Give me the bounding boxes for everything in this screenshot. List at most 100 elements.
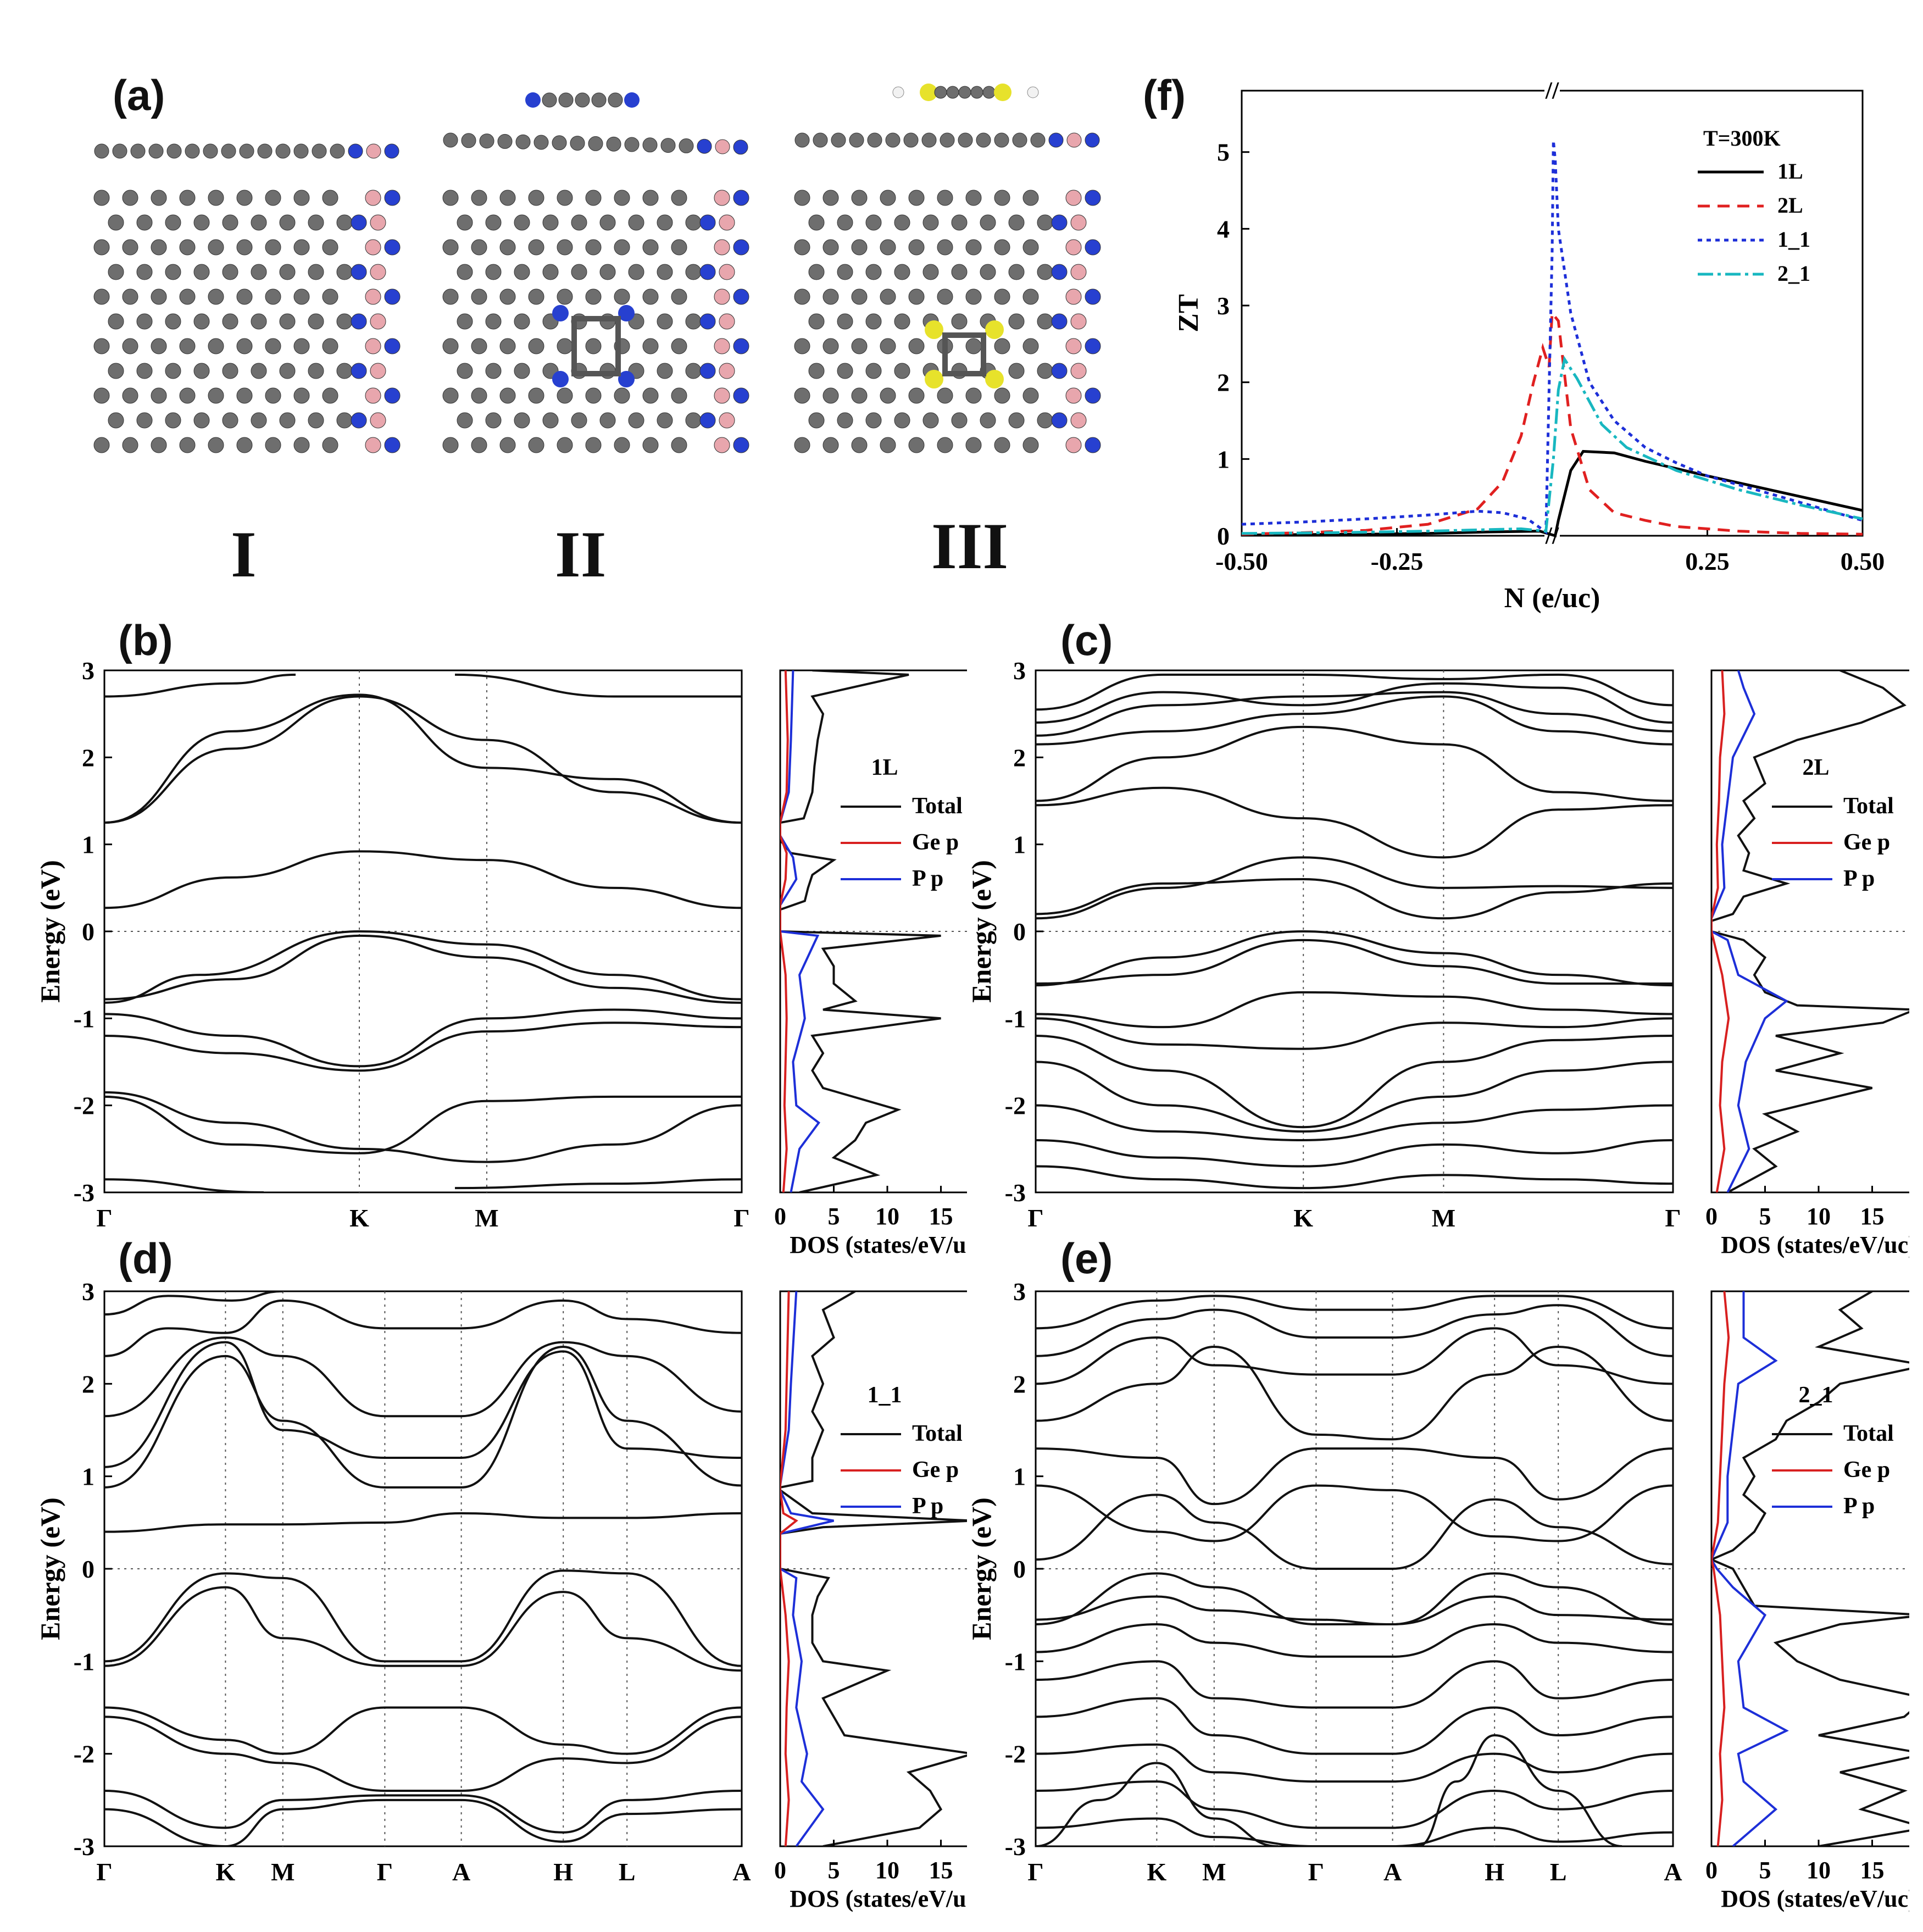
bn-atom [384,239,401,256]
chain-atom [312,143,327,159]
bn-atom [370,264,386,280]
carbon-atom [208,338,224,354]
dos-ge-p-curve [780,1291,798,1846]
carbon-atom [236,437,253,453]
y-tick-label: 1 [82,1463,95,1491]
molecule-atom [982,86,996,99]
dos-x-tick-label: 0 [1705,1203,1718,1230]
chain-atom [624,137,640,152]
carbon-atom [671,288,687,305]
dos-x-tick-label: 15 [929,1857,953,1884]
structure-label-II: II [555,518,607,591]
dos-legend-label: Total [1843,1421,1894,1446]
molecule-atom [591,92,607,108]
x-tick-label: -0.25 [1371,547,1424,575]
carbon-atom [657,214,673,231]
dos-group [780,670,941,1192]
y-tick-label: -1 [1005,1647,1026,1675]
carbon-atom [236,387,253,404]
carbon-atom [442,387,459,404]
dos-legend-title: 2L [1802,755,1829,780]
carbon-atom [951,313,968,330]
chain-atom [533,135,549,150]
chain-atom [552,135,567,151]
bn-atom [1065,338,1082,354]
carbon-atom [908,387,925,404]
chain-atom [366,143,381,159]
carbon-atom [108,412,124,429]
panel-label-c: (c) [1060,616,1113,664]
band-line [104,673,296,698]
dos-ge-p-curve [780,670,789,1192]
molecule-atom [920,84,937,101]
carbon-atom [585,288,602,305]
kpoint-label: A [1383,1858,1402,1886]
band-line [1036,1139,1673,1168]
chain-atom [994,132,1009,148]
bn-atom [384,288,401,305]
carbon-atom [108,363,124,379]
carbon-atom [93,437,110,453]
band-line [1036,1762,1278,1846]
band-line [1036,1017,1673,1050]
band-line [104,693,742,824]
chain-atom [1012,132,1027,148]
carbon-atom [179,338,196,354]
carbon-atom [937,437,953,453]
carbon-atom [894,412,910,429]
bn-atom [714,387,730,404]
carbon-atom [193,264,210,280]
carbon-atom [1037,214,1053,231]
carbon-atom [1037,363,1053,379]
carbon-atom [193,214,210,231]
band-line [104,1586,742,1672]
carbon-atom [251,363,267,379]
carbon-atom [794,437,810,453]
chain-atom [148,143,164,159]
carbon-atom [614,190,630,206]
bn-atom [1085,288,1101,305]
y-tick-label: 2 [82,743,95,771]
y-axis-label: Energy (eV) [35,1497,65,1640]
carbon-atom [794,288,810,305]
carbon-atom [151,338,167,354]
bn-atom [384,437,401,453]
carbon-atom [499,288,516,305]
kpoint-label: K [349,1204,369,1232]
carbon-atom [236,288,253,305]
bn-atom [1085,239,1101,256]
carbon-atom [251,214,267,231]
bn-atom [1070,412,1087,429]
chain-atom [733,140,748,155]
carbon-atom [293,387,310,404]
carbon-atom [822,288,839,305]
carbon-atom [794,387,810,404]
band-line [1036,1304,1673,1357]
band-line [1036,1572,1673,1625]
band-line [1036,1295,1673,1330]
axis-break-gap [1544,85,1560,96]
bn-atom [1085,190,1101,206]
carbon-atom [965,288,982,305]
bn-atom [733,288,749,305]
chain-atom [958,132,973,148]
kpoint-label: M [1202,1858,1226,1886]
axis-break-mark: // [1545,77,1559,104]
bn-atom [1070,363,1087,379]
chain-atom [166,143,182,159]
band-line [1036,1104,1673,1142]
y-tick-label: 0 [1217,522,1230,550]
dos-x-tick-label: 0 [774,1203,786,1230]
carbon-atom [208,437,224,453]
molecule-atom [970,86,983,99]
carbon-atom [908,437,925,453]
y-tick-label: 4 [1217,215,1230,243]
carbon-atom [322,190,338,206]
carbon-atom [937,288,953,305]
carbon-atom [851,288,868,305]
carbon-atom [93,288,110,305]
kpoint-label: Γ [1308,1858,1324,1886]
carbon-atom [965,239,982,256]
carbon-atom [794,190,810,206]
